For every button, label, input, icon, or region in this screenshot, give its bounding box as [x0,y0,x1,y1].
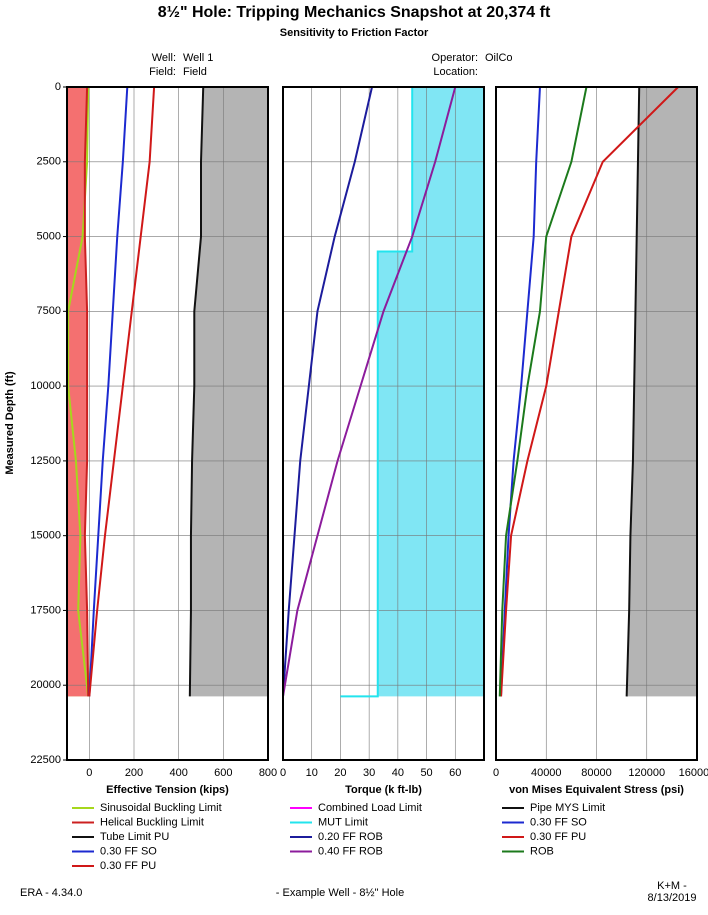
x-tick-label: 600 [214,767,232,779]
x-tick-label: 80000 [581,767,612,779]
y-tick-label: 22500 [30,754,61,766]
legend-label: ROB [530,845,554,857]
footer-date: 8/13/2019 [648,892,697,904]
x-tick-label: 20 [334,767,346,779]
x-tick-label: 200 [125,767,143,779]
series-line [500,86,541,697]
x-tick-label: 50 [420,767,432,779]
y-axis-label: Measured Depth (ft) [4,371,16,475]
series-line [500,86,679,697]
x-axis-label: von Mises Equivalent Stress (psi) [509,784,684,796]
legend-label: 0.20 FF ROB [318,831,383,843]
area [626,87,697,697]
legend-label: 0.30 FF SO [100,845,157,857]
x-tick-label: 400 [169,767,187,779]
series-line [282,86,457,697]
legend-label: MUT Limit [318,816,368,828]
operator-label: Operator: [432,52,478,64]
series-line [188,86,205,697]
chart-title: 8½" Hole: Tripping Mechanics Snapshot at… [158,4,551,21]
y-tick-label: 0 [55,81,61,93]
x-tick-label: 40 [392,767,404,779]
legend-label: 0.30 FF PU [100,860,156,872]
y-tick-label: 10000 [30,380,61,392]
well: Well 1 [183,52,213,64]
legend-label: 0.30 FF SO [530,816,587,828]
x-tick-label: 30 [363,767,375,779]
field: Field [183,66,207,78]
y-tick-label: 2500 [37,156,61,168]
series-line [340,87,414,698]
x-tick-label: 0 [280,767,286,779]
legend-label: Combined Load Limit [318,802,422,814]
x-axis-label: Torque (k ft-lb) [345,784,422,796]
legend-label: Pipe MYS Limit [530,802,605,814]
footer-well: - Example Well - 8½" Hole [276,887,404,899]
x-tick-label: 40000 [531,767,562,779]
area [340,87,484,697]
chart-subtitle: Sensitivity to Friction Factor [280,27,429,39]
series-line [282,86,373,697]
y-tick-label: 17500 [30,604,61,616]
x-tick-label: 800 [259,767,277,779]
series-line [498,86,588,697]
plot-frame [66,86,269,761]
x-tick-label: 10 [306,767,318,779]
legend-label: 0.30 FF PU [530,831,586,843]
legend-label: Sinusoidal Buckling Limit [100,802,222,814]
x-tick-label: 160000 [679,767,708,779]
footer-company: K+M - [657,880,687,892]
operator: OilCo [485,52,513,64]
series-line [625,86,641,697]
x-tick-label: 0 [86,767,92,779]
well-label: Well: [152,52,176,64]
legend-label: Tube Limit PU [100,831,169,843]
y-tick-label: 20000 [30,679,61,691]
x-tick-label: 60 [449,767,461,779]
y-tick-label: 15000 [30,530,61,542]
legend-label: Helical Buckling Limit [100,816,204,828]
series-line [83,86,90,697]
footer-version: ERA - 4.34.0 [20,887,82,899]
y-tick-label: 7500 [37,305,61,317]
area [189,87,268,697]
y-tick-label: 12500 [30,455,61,467]
y-tick-label: 5000 [37,230,61,242]
x-axis-label: Effective Tension (kips) [106,784,229,796]
plot-frame [282,86,485,761]
location-label: Location: [433,66,478,78]
series-line [88,86,156,697]
x-tick-label: 120000 [628,767,665,779]
x-tick-label: 0 [493,767,499,779]
series-line [88,86,129,697]
legend-label: 0.40 FF ROB [318,845,383,857]
field-label: Field: [149,66,176,78]
plot-frame [495,86,698,761]
